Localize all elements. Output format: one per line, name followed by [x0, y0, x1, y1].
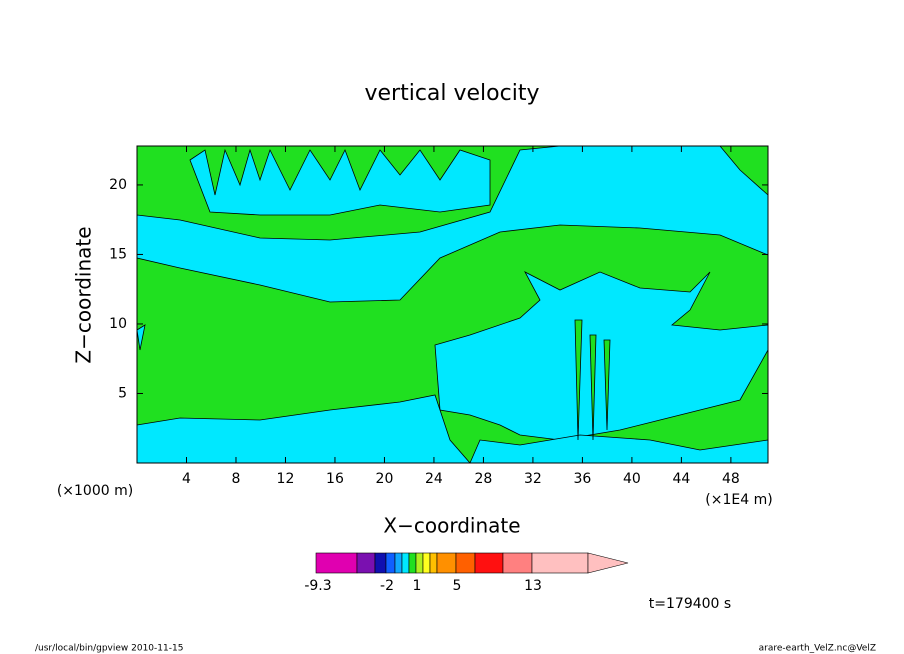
colorbar-segment	[502, 552, 533, 574]
colorbar-segment	[356, 552, 376, 574]
x-tick-label: 24	[425, 471, 443, 487]
footer-left: /usr/local/bin/gpview 2010-11-15	[35, 644, 183, 654]
colorbar-segment	[394, 552, 403, 574]
y-tick-label: 5	[118, 385, 127, 401]
colorbar-label: -9.3	[304, 578, 331, 594]
colorbar-segment	[408, 552, 417, 574]
chart-title: vertical velocity	[364, 81, 539, 106]
x-scale-label: (×1E4 m)	[705, 492, 772, 508]
colorbar-label: -2	[380, 578, 394, 594]
colorbar-label: 5	[453, 578, 462, 594]
y-axis-title: Z−coordinate	[72, 226, 96, 363]
colorbar-segment	[436, 552, 457, 574]
x-tick-label: 32	[524, 471, 542, 487]
x-unit-label: (×1000 m)	[57, 483, 133, 499]
plot-frame	[136, 145, 769, 464]
x-tick-label: 48	[722, 471, 740, 487]
colorbar-segment	[422, 552, 431, 574]
x-tick-label: 28	[475, 471, 493, 487]
region-cyan	[136, 324, 146, 351]
x-tick-label: 12	[277, 471, 295, 487]
x-tick-label: 40	[623, 471, 641, 487]
colorbar-extension	[587, 552, 629, 574]
y-tick-label: 15	[109, 246, 127, 262]
colorbar-label: 13	[524, 578, 542, 594]
colorbar-segment	[374, 552, 387, 574]
colorbar-segment	[455, 552, 476, 574]
colorbar-segment	[385, 552, 396, 574]
x-tick-label: 4	[182, 471, 191, 487]
x-tick-label: 8	[232, 471, 241, 487]
region-green	[574, 319, 611, 441]
footer-right: arare-earth_VelZ.nc@VelZ	[759, 644, 876, 654]
y-tick-label: 20	[109, 177, 127, 193]
colorbar-segment	[315, 552, 358, 574]
y-tick-label: 10	[109, 316, 127, 332]
x-tick-label: 20	[376, 471, 394, 487]
x-tick-label: 44	[672, 471, 690, 487]
region-cyan	[434, 271, 769, 441]
colorbar-label: 1	[413, 578, 422, 594]
time-label: t=179400 s	[649, 596, 731, 612]
colorbar-segment	[531, 552, 589, 574]
x-tick-label: 16	[326, 471, 344, 487]
region-cyan	[189, 148, 491, 216]
contour-field	[136, 145, 769, 464]
colorbar-segment	[474, 552, 504, 574]
colorbar-segment	[401, 552, 410, 574]
x-axis-title: X−coordinate	[383, 514, 520, 538]
x-tick-label: 36	[573, 471, 591, 487]
colorbar-segment	[415, 552, 424, 574]
colorbar-segment	[429, 552, 438, 574]
